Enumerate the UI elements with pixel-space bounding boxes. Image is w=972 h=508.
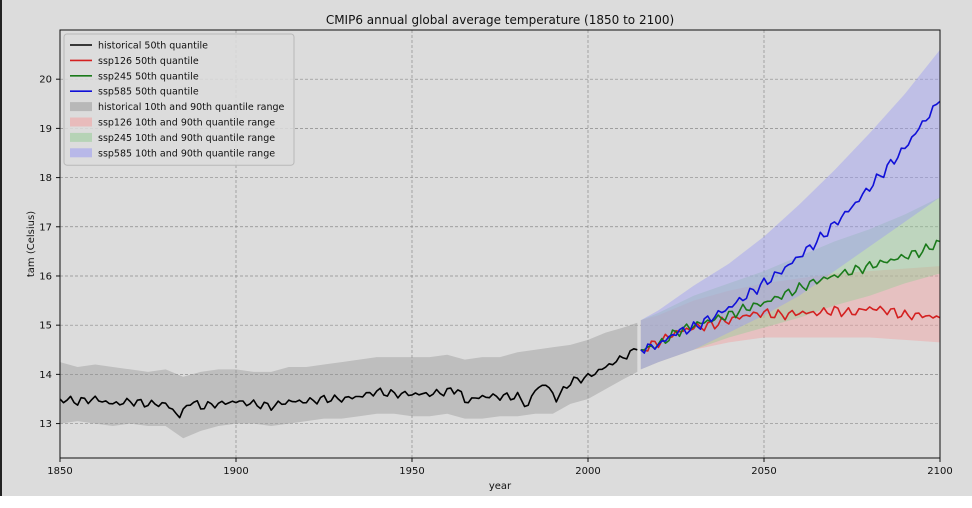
x-tick-label: 1900: [223, 466, 248, 477]
legend-swatch-band-historical: [70, 102, 92, 112]
line-historical: [59, 347, 638, 419]
y-tick-label: 20: [39, 75, 52, 86]
y-tick-label: 15: [39, 321, 52, 332]
legend-label: ssp585 10th and 90th quantile range: [98, 148, 275, 159]
legend-label: ssp126 50th quantile: [98, 56, 199, 67]
legend-swatch-band-ssp585: [70, 148, 92, 158]
x-tick-label: 1950: [399, 466, 424, 477]
legend-label: ssp245 50th quantile: [98, 71, 199, 82]
legend-label: ssp245 10th and 90th quantile range: [98, 133, 275, 144]
band-ssp245: [640, 197, 940, 370]
bottom-white-margin: [0, 496, 972, 508]
legend-swatch-band-ssp245: [70, 132, 92, 142]
axis-ticks: 1850 1900 1950 2000 2050 2100 13 14 15 16 17 18 19 20: [39, 75, 952, 477]
y-tick-label: 19: [39, 124, 52, 135]
left-frame-edge: [0, 0, 2, 508]
band-ssp126: [640, 266, 940, 370]
band-ssp585: [640, 49, 940, 370]
y-tick-label: 18: [39, 173, 52, 184]
legend-label: ssp126 10th and 90th quantile range: [98, 118, 275, 129]
line-ssp585: [640, 100, 941, 354]
legend-label: historical 50th quantile: [98, 41, 208, 52]
legend-box: [63, 33, 295, 166]
chart-title: CMIP6 annual global average temperature …: [326, 13, 674, 27]
x-tick-label: 2000: [575, 466, 600, 477]
legend-label: ssp585 50th quantile: [98, 87, 199, 98]
y-axis-label: tam (Celsius): [26, 211, 37, 277]
x-tick-label: 1850: [47, 466, 72, 477]
legend-label: historical 10th and 90th quantile range: [98, 102, 285, 113]
y-tick-label: 17: [39, 222, 52, 233]
x-tick-label: 2100: [927, 466, 952, 477]
y-tick-label: 16: [39, 271, 52, 282]
y-tick-label: 14: [39, 370, 52, 381]
legend: historical 50th quantile ssp126 50th quan…: [63, 33, 295, 166]
legend-swatch-band-ssp126: [70, 117, 92, 127]
x-tick-label: 2050: [751, 466, 776, 477]
plot-border: [59, 29, 941, 459]
y-tick-label: 13: [39, 419, 52, 430]
x-axis-label: year: [489, 481, 512, 492]
median-lines: [59, 100, 941, 419]
